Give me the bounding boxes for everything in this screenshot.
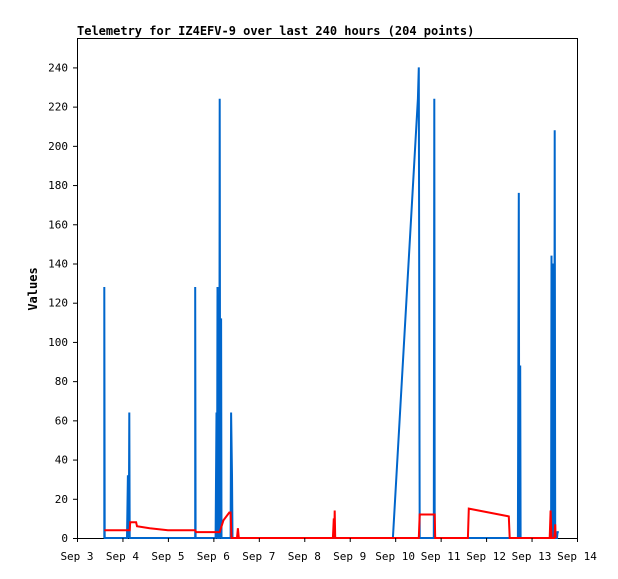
x-tick-label: Sep 3 xyxy=(60,550,93,563)
x-tick-label: Sep 9 xyxy=(333,550,366,563)
y-tick-label: 240 xyxy=(48,61,68,74)
y-tick-label: 40 xyxy=(55,454,68,467)
y-tick-label: 60 xyxy=(55,414,68,427)
series-line-1 xyxy=(103,67,559,539)
y-tick-label: 80 xyxy=(55,375,68,388)
x-tick-label: Sep 14 xyxy=(557,550,597,563)
y-tick-label: 200 xyxy=(48,140,68,153)
x-tick-label: Sep 7 xyxy=(242,550,275,563)
x-tick-label: Sep 8 xyxy=(288,550,321,563)
x-tick-label: Sep 13 xyxy=(512,550,552,563)
y-axis-ticks: 0 20 40 60 80 100 120 140 160 180 200 220 240 xyxy=(48,61,77,545)
x-axis-ticks: Sep 3 Sep 4 Sep 5 Sep 6 Sep 7 Sep 8 Sep 9 Sep 1… xyxy=(60,538,597,563)
y-tick-label: 120 xyxy=(48,297,68,310)
x-tick-label: Sep 10 xyxy=(375,550,415,563)
y-tick-label: 220 xyxy=(48,101,68,114)
x-tick-label: Sep 11 xyxy=(421,550,461,563)
x-tick-label: Sep 6 xyxy=(197,550,230,563)
series-layer xyxy=(103,67,559,539)
y-tick-label: 20 xyxy=(55,493,68,506)
y-tick-label: 140 xyxy=(48,257,68,270)
y-axis-label: Values xyxy=(26,267,40,310)
x-tick-label: Sep 5 xyxy=(151,550,184,563)
x-tick-label: Sep 12 xyxy=(466,550,506,563)
y-tick-label: 100 xyxy=(48,336,68,349)
y-tick-label: 180 xyxy=(48,179,68,192)
series-line-2 xyxy=(104,507,557,539)
y-tick-label: 160 xyxy=(48,218,68,231)
chart-title: Telemetry for IZ4EFV-9 over last 240 hou… xyxy=(77,24,474,38)
y-tick-label: 0 xyxy=(61,532,68,545)
plot-area-frame xyxy=(77,38,578,539)
x-tick-label: Sep 4 xyxy=(106,550,139,563)
